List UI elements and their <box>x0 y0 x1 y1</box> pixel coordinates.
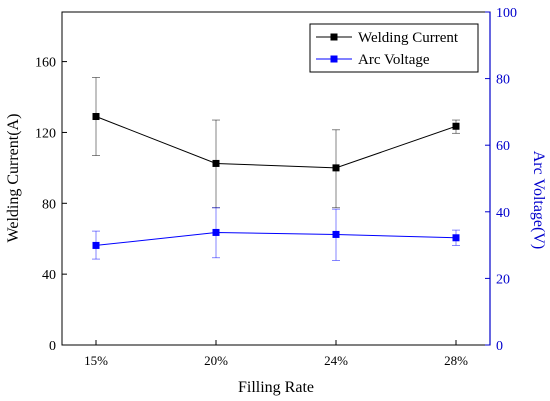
x-tick-label: 24% <box>324 353 348 368</box>
welding-current-point <box>452 122 460 130</box>
right-axis-ticks: 0 20 40 60 80 100 <box>485 6 517 354</box>
welding-current-line <box>95 116 457 169</box>
x-tick-label: 15% <box>84 353 108 368</box>
arc-voltage-point <box>452 234 460 242</box>
welding-current-point <box>332 164 340 172</box>
x-axis-ticks: 15% 20% 24% 28% <box>84 340 468 368</box>
arc-voltage-point <box>92 241 100 249</box>
welding-current-point <box>92 113 100 121</box>
left-axis-label: Welding Current(A) <box>5 114 22 243</box>
left-tick-label: 40 <box>42 268 56 283</box>
arc-voltage-point <box>332 230 340 238</box>
left-axis-ticks: 0 40 80 120 160 <box>35 56 67 354</box>
x-tick-label: 28% <box>444 353 468 368</box>
legend-marker-welding-current <box>330 33 338 41</box>
series-layer <box>92 77 460 261</box>
welding-current-point <box>212 159 220 167</box>
arc-voltage-point <box>212 228 220 236</box>
right-tick-label: 60 <box>496 139 510 154</box>
legend-label-arc-voltage: Arc Voltage <box>358 52 430 68</box>
left-tick-label: 160 <box>35 56 56 71</box>
legend-marker-arc-voltage <box>330 55 338 63</box>
right-tick-label: 80 <box>496 73 510 88</box>
x-tick-label: 20% <box>204 353 228 368</box>
left-tick-label: 120 <box>35 126 56 141</box>
legend-label-welding-current: Welding Current <box>358 30 459 46</box>
right-tick-label: 40 <box>496 206 510 221</box>
legend-box <box>309 23 479 73</box>
right-tick-label: 20 <box>496 272 510 287</box>
x-axis-label: Filling Rate <box>238 379 314 396</box>
right-axis-label: Arc Voltage(V) <box>530 151 547 250</box>
right-tick-label: 100 <box>496 6 517 21</box>
left-tick-label: 0 <box>49 339 56 354</box>
legend: Welding Current Arc Voltage <box>309 23 479 73</box>
left-tick-label: 80 <box>42 197 56 212</box>
right-tick-label: 0 <box>496 339 503 354</box>
arc-voltage-line <box>95 231 457 246</box>
